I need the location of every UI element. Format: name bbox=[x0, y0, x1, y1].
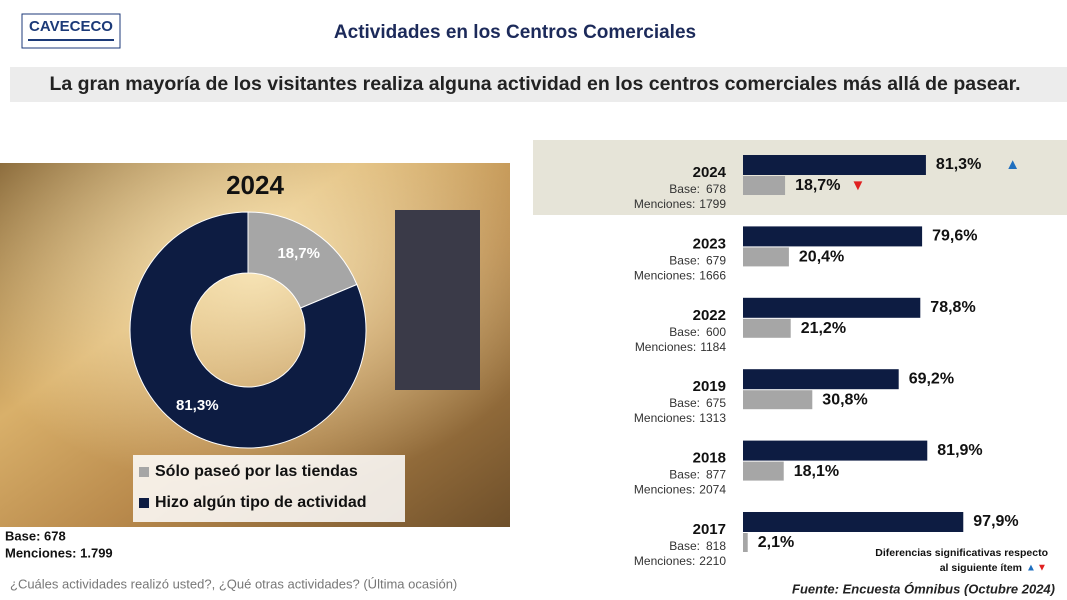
bar bbox=[743, 390, 813, 410]
mentions-label: Menciones: bbox=[634, 483, 695, 497]
bar bbox=[743, 533, 748, 552]
bar bbox=[743, 318, 791, 338]
photo-screen bbox=[395, 210, 480, 390]
mentions-text: Menciones: 1313 bbox=[634, 411, 726, 425]
mentions-value: 1184 bbox=[700, 340, 726, 354]
value-label: 18,7% bbox=[795, 177, 840, 194]
base-label: Base: bbox=[669, 539, 700, 553]
note: Diferencias significativas respecto bbox=[875, 547, 1048, 559]
base-text: Base: 679 bbox=[669, 254, 726, 268]
base-text: Base: 877 bbox=[669, 468, 726, 482]
base-text: Base: 818 bbox=[669, 539, 726, 553]
bar bbox=[743, 297, 921, 318]
year-label: 2017 bbox=[693, 521, 726, 538]
base-value: 818 bbox=[706, 539, 726, 553]
bar bbox=[743, 512, 964, 532]
mentions-label: Menciones: bbox=[634, 197, 695, 211]
base-text: Base: 678 bbox=[669, 182, 726, 196]
year-label: 2019 bbox=[693, 378, 726, 395]
bar bbox=[743, 440, 928, 461]
bar bbox=[743, 226, 923, 247]
mentions-label: Menciones: bbox=[634, 554, 695, 568]
donut-label: 81,3% bbox=[176, 397, 219, 414]
year-label: 2024 bbox=[693, 164, 727, 181]
base-text: Base: 600 bbox=[669, 325, 726, 339]
base-value: 678 bbox=[706, 182, 726, 196]
bar bbox=[743, 176, 786, 195]
value-label: 20,4% bbox=[799, 249, 844, 266]
value-label: 79,6% bbox=[932, 228, 977, 245]
base-label: Base: bbox=[669, 396, 700, 410]
mentions-value: 1666 bbox=[699, 269, 726, 283]
mentions-value: 1313 bbox=[699, 411, 726, 425]
donut-slice bbox=[129, 211, 367, 449]
base-value: 675 bbox=[706, 396, 726, 410]
value-label: 69,2% bbox=[909, 370, 954, 387]
year-label: 2018 bbox=[693, 450, 726, 467]
bar bbox=[743, 461, 784, 481]
base-value: 679 bbox=[706, 254, 726, 268]
significance-marker: ▲ bbox=[1005, 156, 1020, 173]
value-label: 2,1% bbox=[758, 534, 794, 551]
logo: CAVECECO bbox=[29, 18, 113, 35]
mentions-label: Menciones: bbox=[634, 269, 695, 283]
value-label: 81,9% bbox=[937, 442, 982, 459]
subtitle-band bbox=[10, 67, 1067, 102]
mentions-text: Menciones: 1666 bbox=[634, 269, 726, 283]
question: ¿Cuáles actividades realizó usted?, ¿Qué… bbox=[10, 576, 457, 591]
value-label: 30,8% bbox=[822, 391, 867, 408]
value-label: 97,9% bbox=[973, 513, 1018, 530]
source: Fuente: Encuesta Ómnibus (Octubre 2024) bbox=[792, 581, 1055, 596]
legend-label: Sólo paseó por las tiendas bbox=[155, 463, 358, 480]
mentions-value: 1799 bbox=[699, 197, 726, 211]
value-label: 78,8% bbox=[930, 299, 975, 316]
logo-box bbox=[21, 13, 121, 49]
note-marker: ▲ bbox=[1026, 563, 1036, 574]
year-label: 2022 bbox=[693, 307, 726, 324]
base-text: Base: 675 bbox=[669, 396, 726, 410]
mentions-label: Menciones: bbox=[635, 340, 696, 354]
value-label: 21,2% bbox=[801, 320, 846, 337]
base-value: 877 bbox=[706, 468, 726, 482]
mentions-text: Menciones: 2074 bbox=[634, 483, 726, 497]
note: al siguiente ítem bbox=[940, 562, 1022, 574]
legend-label: Hizo algún tipo de actividad bbox=[155, 494, 367, 511]
subtitle: La gran mayoría de los visitantes realiz… bbox=[49, 73, 1020, 95]
significance-marker: ▼ bbox=[850, 177, 865, 194]
mentions-text: Menciones: 1184 bbox=[635, 340, 727, 354]
mentions-value: 2210 bbox=[699, 554, 726, 568]
highlight-band bbox=[533, 140, 1067, 215]
donut-label: 18,7% bbox=[277, 245, 320, 262]
bar bbox=[743, 369, 899, 390]
mentions-text: Menciones: 2210 bbox=[634, 554, 726, 568]
base-label: Base: bbox=[669, 325, 700, 339]
bar bbox=[743, 155, 926, 175]
donut-slice bbox=[247, 211, 358, 309]
title: Actividades en los Centros Comerciales bbox=[334, 22, 696, 43]
legend-swatch bbox=[139, 467, 149, 477]
donut-note: Menciones: 1.799 bbox=[5, 545, 113, 560]
value-label: 18,1% bbox=[794, 463, 839, 480]
note-marker: ▼ bbox=[1037, 563, 1047, 574]
base-label: Base: bbox=[669, 254, 700, 268]
bar bbox=[743, 247, 789, 267]
legend-box bbox=[133, 455, 405, 522]
donut-title: 2024 bbox=[226, 170, 284, 200]
year-label: 2023 bbox=[693, 235, 726, 252]
base-label: Base: bbox=[669, 468, 700, 482]
base-value: 600 bbox=[706, 325, 726, 339]
value-label: 81,3% bbox=[936, 156, 981, 173]
donut-note: Base: 678 bbox=[5, 528, 66, 543]
mentions-value: 2074 bbox=[699, 483, 726, 497]
base-label: Base: bbox=[669, 182, 700, 196]
mentions-text: Menciones: 1799 bbox=[634, 197, 726, 211]
mentions-label: Menciones: bbox=[634, 411, 695, 425]
legend-swatch bbox=[139, 498, 149, 508]
